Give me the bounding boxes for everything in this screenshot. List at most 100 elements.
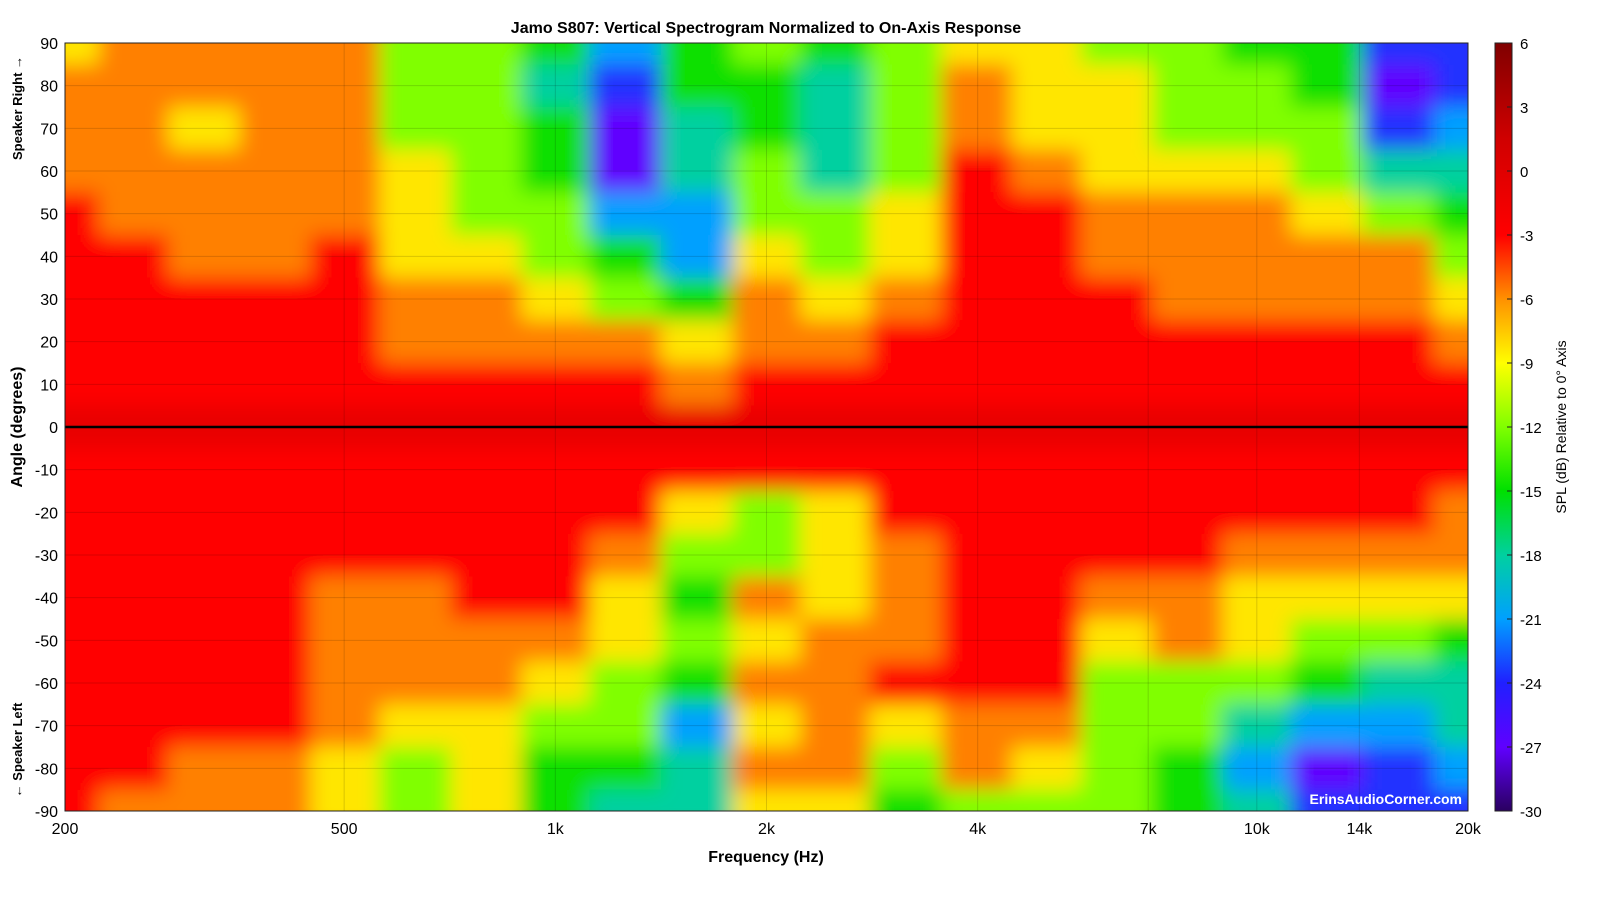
heatmap-cell — [732, 576, 801, 620]
heatmap-cell — [98, 277, 169, 321]
heatmap-cell — [310, 704, 380, 748]
heatmap-cell — [168, 363, 241, 407]
heatmap-cell — [65, 149, 100, 193]
heatmap-cell — [1362, 43, 1435, 65]
heatmap-cell — [589, 448, 662, 492]
y-tick-label: 70 — [40, 121, 58, 138]
heatmap-cell — [1011, 277, 1082, 321]
heatmap-cell — [800, 747, 871, 791]
heatmap-cell — [1152, 363, 1224, 407]
heatmap-cell — [660, 448, 734, 492]
heatmap-cell — [1080, 64, 1153, 108]
heatmap-cell — [1011, 363, 1082, 407]
heatmap-cell — [168, 43, 241, 65]
heatmap-cell — [800, 43, 871, 65]
heatmap-cell — [450, 661, 522, 705]
heatmap-cell — [98, 107, 169, 151]
heatmap-cell — [800, 789, 871, 811]
heatmap-cell — [869, 704, 942, 748]
heatmap-cell — [521, 576, 590, 620]
heatmap-cell — [1434, 363, 1468, 407]
heatmap-cell — [450, 363, 522, 407]
heatmap-cell — [239, 448, 311, 492]
heatmap-cell — [869, 491, 942, 535]
heatmap-cell — [1222, 277, 1292, 321]
colorbar-tick-label: -15 — [1520, 484, 1542, 501]
heatmap-cell — [1222, 789, 1292, 811]
heatmap-cell — [379, 704, 452, 748]
heatmap-cell — [168, 149, 241, 193]
colorbar-tick-label: -12 — [1520, 420, 1542, 437]
heatmap-cell — [732, 363, 801, 407]
heatmap-cell — [941, 533, 1013, 577]
heatmap-cell — [521, 747, 590, 791]
heatmap-cell — [1080, 661, 1153, 705]
heatmap-cell — [168, 491, 241, 535]
heatmap-cell — [310, 619, 380, 663]
heatmap-cell — [1434, 43, 1468, 65]
heatmap-cell — [450, 320, 522, 364]
heatmap-cell — [450, 277, 522, 321]
heatmap-cell — [310, 149, 380, 193]
heatmap-cell — [800, 619, 871, 663]
heatmap-cell — [800, 448, 871, 492]
heatmap-cell — [65, 235, 100, 279]
y-tick-label: -50 — [35, 633, 58, 650]
heatmap-cell — [732, 235, 801, 279]
heatmap-cell — [1222, 64, 1292, 108]
heatmap-cell — [65, 576, 100, 620]
heatmap-cell — [379, 448, 452, 492]
heatmap-cell — [450, 149, 522, 193]
heatmap-cell — [65, 64, 100, 108]
y-tick-label: -80 — [35, 761, 58, 778]
heatmap-cell — [450, 747, 522, 791]
heatmap-cell — [168, 192, 241, 236]
heatmap-cell — [1362, 789, 1435, 811]
heatmap-cell — [379, 64, 452, 108]
heatmap-cell — [941, 43, 1013, 65]
colorbar-tick-label: -27 — [1520, 740, 1542, 757]
heatmap-cell — [1434, 661, 1468, 705]
y-tick-label: 90 — [40, 36, 58, 53]
heatmap-cell — [310, 747, 380, 791]
y-axis: 90 80 70 60 50 40 30 20 10 0 -10 -20 -30 -40 -50 -60 -70… — [35, 36, 58, 821]
heatmap-cell — [800, 235, 871, 279]
heatmap-cell — [1290, 277, 1363, 321]
heatmap-cell — [310, 448, 380, 492]
heatmap-cell — [732, 192, 801, 236]
heatmap-cell — [1434, 235, 1468, 279]
heatmap-cell — [521, 661, 590, 705]
heatmap-cell — [1152, 235, 1224, 279]
heatmap-cell — [1434, 320, 1468, 364]
colorbar-tick-label: -6 — [1520, 292, 1533, 309]
heatmap-cell — [1011, 576, 1082, 620]
heatmap-cell — [589, 107, 662, 151]
heatmap-cell — [1362, 448, 1435, 492]
y-tick-label: -70 — [35, 719, 58, 736]
heatmap-cell — [1290, 533, 1363, 577]
x-tick-label: 2k — [758, 821, 776, 838]
heatmap-cell — [239, 533, 311, 577]
heatmap-cell — [800, 107, 871, 151]
heatmap-cell — [1290, 43, 1363, 65]
y-tick-label: -10 — [35, 463, 58, 480]
heatmap-cell — [1080, 363, 1153, 407]
heatmap-cell — [239, 619, 311, 663]
heatmap-cell — [1152, 43, 1224, 65]
heatmap-cell — [1080, 43, 1153, 65]
heatmap-cell — [660, 64, 734, 108]
heatmap-cell — [941, 747, 1013, 791]
heatmap-cell — [1362, 107, 1435, 151]
heatmap-cell — [1152, 192, 1224, 236]
heatmap-cell — [98, 43, 169, 65]
heatmap-cell — [732, 533, 801, 577]
heatmap-cell — [589, 704, 662, 748]
heatmap-cell — [310, 533, 380, 577]
heatmap-cell — [521, 235, 590, 279]
heatmap-cell — [1434, 448, 1468, 492]
heatmap-cell — [1434, 491, 1468, 535]
heatmap-cell — [239, 661, 311, 705]
heatmap-cell — [521, 149, 590, 193]
heatmap-cell — [660, 533, 734, 577]
colorbar-tick-label: -9 — [1520, 356, 1533, 373]
